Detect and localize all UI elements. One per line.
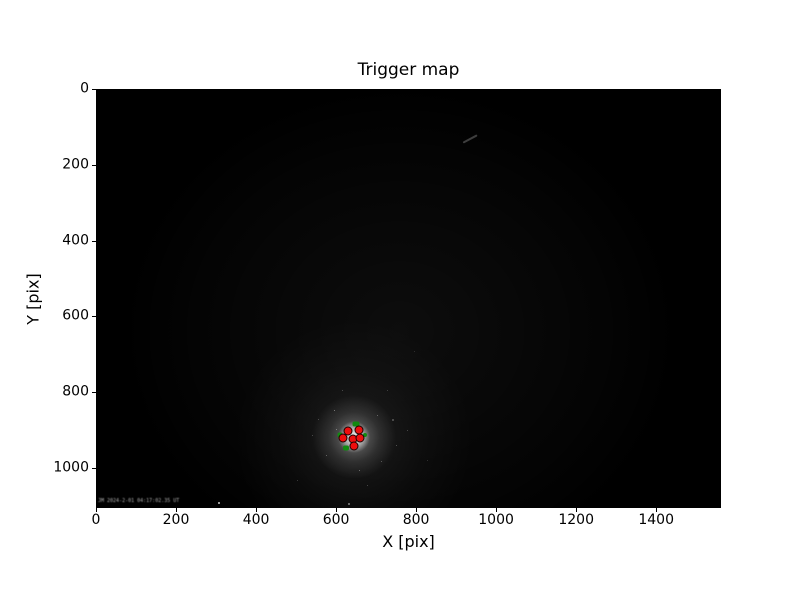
- x-tick-label: 0: [91, 512, 101, 528]
- y-tick-label: 400: [62, 232, 89, 249]
- noise-speckle: [387, 390, 388, 391]
- noise-speckle: [312, 435, 313, 436]
- x-tick-mark: [176, 508, 177, 512]
- noise-speckle: [334, 410, 335, 411]
- y-tick-label: 1000: [53, 459, 89, 476]
- timestamp-overlay: JM 2024-2-01 04:17:02.35 UT: [98, 498, 180, 504]
- noise-speckle: [427, 460, 428, 461]
- y-tick-label: 600: [62, 307, 89, 324]
- noise-speckle: [396, 445, 397, 446]
- trigger-pixel-marker: [338, 433, 347, 443]
- x-axis-label: X [pix]: [382, 532, 435, 551]
- trigger-pixel-marker: [349, 441, 359, 450]
- flagged-pixel-marker: [362, 432, 367, 437]
- y-tick-label: 800: [62, 383, 89, 400]
- y-tick-mark: [92, 316, 96, 318]
- noise-speckle: [407, 430, 408, 431]
- noise-speckle: [336, 429, 337, 430]
- x-tick-mark: [496, 508, 498, 512]
- noise-speckle: [297, 480, 298, 481]
- noise-speckle: [392, 419, 394, 421]
- y-tick-mark: [92, 392, 96, 394]
- y-tick-mark: [92, 467, 96, 469]
- x-tick-mark: [96, 508, 97, 512]
- flagged-pixel-marker: [343, 445, 350, 451]
- star-dot: [218, 502, 220, 504]
- y-tick-mark: [92, 89, 96, 90]
- x-tick-mark: [656, 508, 658, 512]
- plot-title: Trigger map: [357, 60, 460, 80]
- flagged-pixel-marker: [352, 421, 360, 427]
- plot-area: JM 2024-2-01 04:17:02.35 UT: [96, 89, 721, 508]
- x-tick-label: 1200: [558, 512, 595, 528]
- x-tick-label: 1000: [478, 512, 514, 528]
- x-tick-label: 400: [242, 512, 270, 528]
- x-tick-mark: [256, 508, 258, 512]
- y-tick-label: 200: [62, 156, 89, 173]
- x-tick-mark: [416, 508, 418, 512]
- noise-speckle: [359, 470, 360, 471]
- noise-speckle: [381, 461, 382, 462]
- noise-speckle: [348, 503, 350, 505]
- x-tick-label: 600: [322, 512, 350, 528]
- trigger-pixel-marker: [355, 433, 365, 443]
- trigger-pixel-marker: [343, 426, 353, 436]
- y-tick-label: 0: [80, 80, 89, 97]
- faint-streak: [462, 134, 478, 144]
- y-tick-mark: [92, 164, 96, 166]
- y-tick-mark: [92, 240, 96, 242]
- noise-speckle: [342, 390, 343, 391]
- x-tick-label: 1400: [638, 512, 675, 528]
- x-tick-mark: [336, 508, 338, 512]
- noise-speckle: [326, 455, 327, 456]
- noise-speckle: [377, 415, 378, 416]
- x-tick-label: 200: [162, 512, 190, 528]
- noise-speckle: [414, 351, 415, 352]
- noise-speckle: [367, 485, 368, 486]
- x-tick-label: 800: [402, 512, 430, 528]
- noise-speckle: [318, 419, 319, 420]
- x-tick-mark: [576, 508, 578, 512]
